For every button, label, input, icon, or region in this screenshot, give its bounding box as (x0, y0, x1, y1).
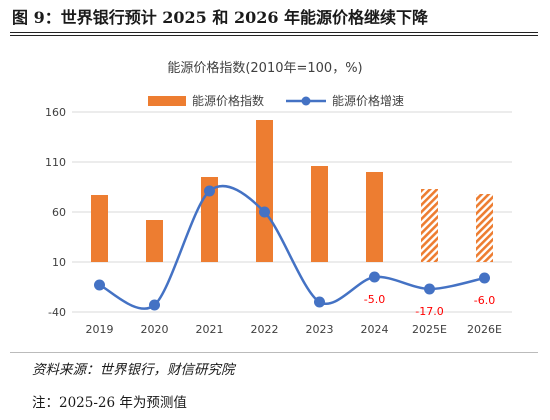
y-tick-label: -40 (48, 306, 66, 319)
data-labels: -5.0 -17.0 -6.0 (364, 293, 495, 318)
legend-label-growth: 能源价格增速 (332, 93, 404, 108)
growth-point (314, 296, 325, 308)
legend: 能源价格指数 能源价格增速 (148, 93, 404, 108)
growth-point (149, 299, 160, 311)
bars (91, 120, 493, 262)
bar (366, 172, 383, 262)
chart-title: 能源价格指数(2010年=100，%) (167, 60, 362, 76)
chart-svg: 能源价格指数(2010年=100，%) 能源价格指数 能源价格增速 160 110 6… (45, 60, 512, 336)
y-tick-label: 110 (45, 156, 66, 169)
growth-point (94, 279, 105, 291)
data-label: -5.0 (364, 293, 385, 306)
growth-point (204, 185, 215, 197)
data-label: -17.0 (415, 305, 443, 318)
x-tick-label: 2024 (361, 323, 389, 336)
growth-line (94, 184, 490, 311)
grid (72, 111, 512, 313)
x-tick-label: 2022 (251, 323, 279, 336)
chart: 能源价格指数(2010年=100，%) 能源价格指数 能源价格增速 160 110 6… (30, 50, 520, 346)
title-rule-top (10, 32, 538, 33)
growth-point (424, 283, 435, 295)
x-tick-label: 2019 (86, 323, 114, 336)
growth-point (479, 272, 490, 284)
bar (311, 166, 328, 262)
y-axis-labels: 160 110 60 10 -40 (45, 106, 66, 319)
bar (201, 177, 218, 262)
x-axis-labels: 2019 2020 2021 2022 2023 2024 2025E 2026E (86, 323, 503, 336)
bar (146, 220, 163, 262)
bar-forecast (476, 194, 493, 262)
bar (91, 195, 108, 262)
bar (256, 120, 273, 262)
growth-line-path (98, 184, 485, 310)
y-tick-label: 60 (52, 206, 66, 219)
x-tick-label: 2021 (196, 323, 224, 336)
figure-title: 图 9：世界银行预计 2025 和 2026 年能源价格继续下降 (12, 8, 429, 27)
x-tick-label: 2023 (306, 323, 334, 336)
growth-point (259, 206, 270, 218)
y-tick-label: 160 (45, 106, 66, 119)
legend-label-bar: 能源价格指数 (192, 93, 264, 108)
title-rule-bottom (10, 35, 538, 36)
data-label: -6.0 (474, 294, 495, 307)
forecast-note: 注：2025-26 年为预测值 (32, 395, 187, 411)
footer-rule (10, 352, 538, 353)
source-note: 资料来源：世界银行，财信研究院 (32, 362, 235, 378)
legend-marker-growth (301, 96, 311, 106)
y-tick-label: 10 (52, 256, 66, 269)
x-tick-label: 2026E (467, 323, 502, 336)
x-tick-label: 2020 (141, 323, 169, 336)
growth-point (369, 271, 380, 283)
legend-swatch-bar (148, 96, 186, 106)
x-tick-label: 2025E (412, 323, 447, 336)
bar-forecast (421, 189, 438, 262)
